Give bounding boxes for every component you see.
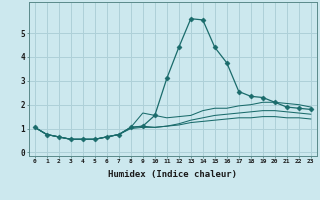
X-axis label: Humidex (Indice chaleur): Humidex (Indice chaleur) — [108, 170, 237, 179]
